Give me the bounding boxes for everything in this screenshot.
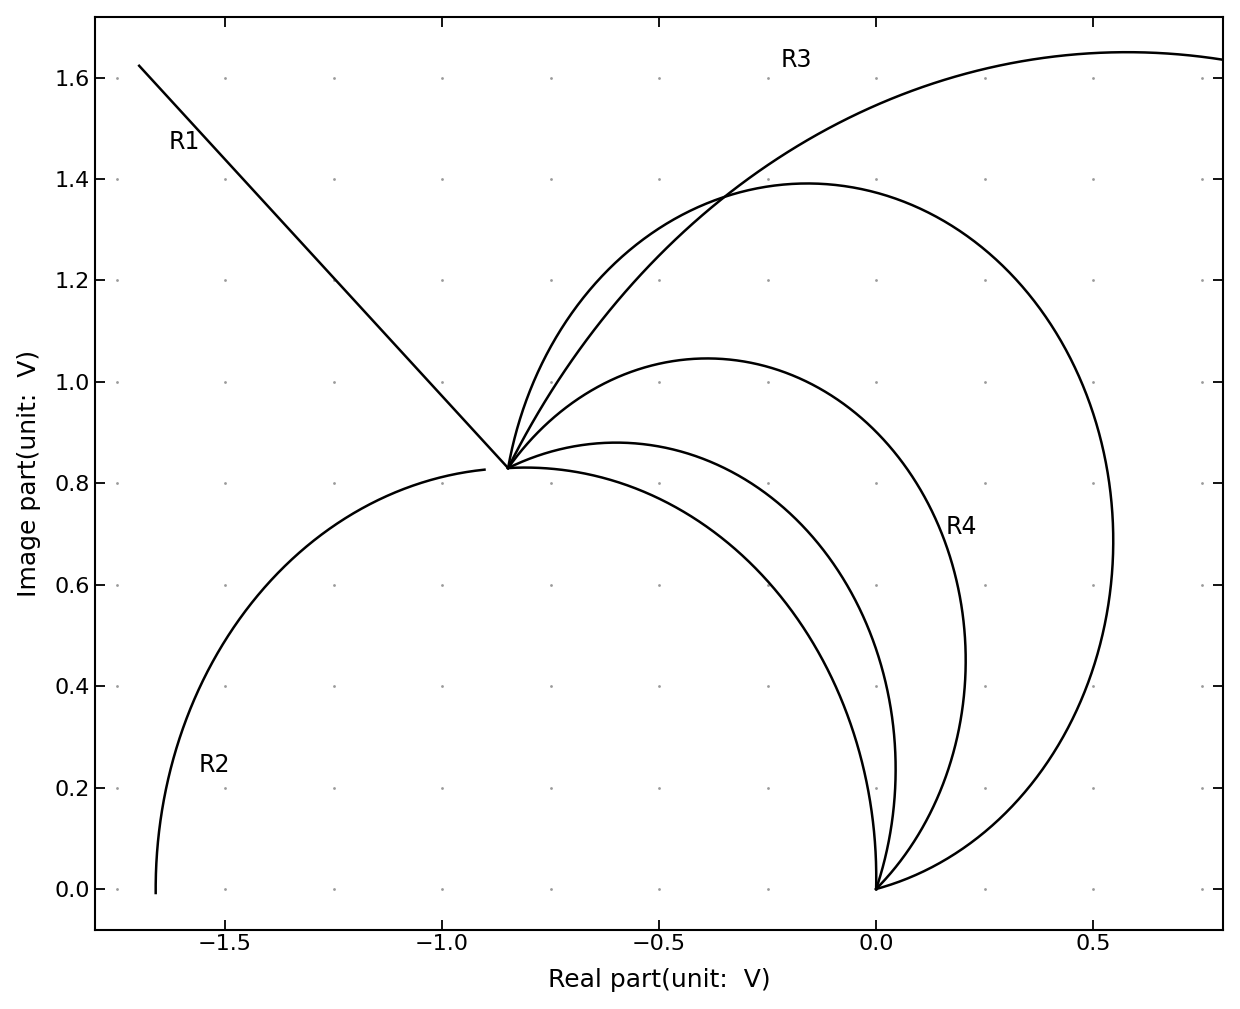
Text: R3: R3: [781, 48, 812, 73]
Text: R4: R4: [946, 515, 977, 539]
Text: R2: R2: [200, 754, 231, 777]
X-axis label: Real part(unit:  V): Real part(unit: V): [548, 969, 770, 992]
Text: R1: R1: [169, 129, 200, 153]
Y-axis label: Image part(unit:  V): Image part(unit: V): [16, 349, 41, 596]
